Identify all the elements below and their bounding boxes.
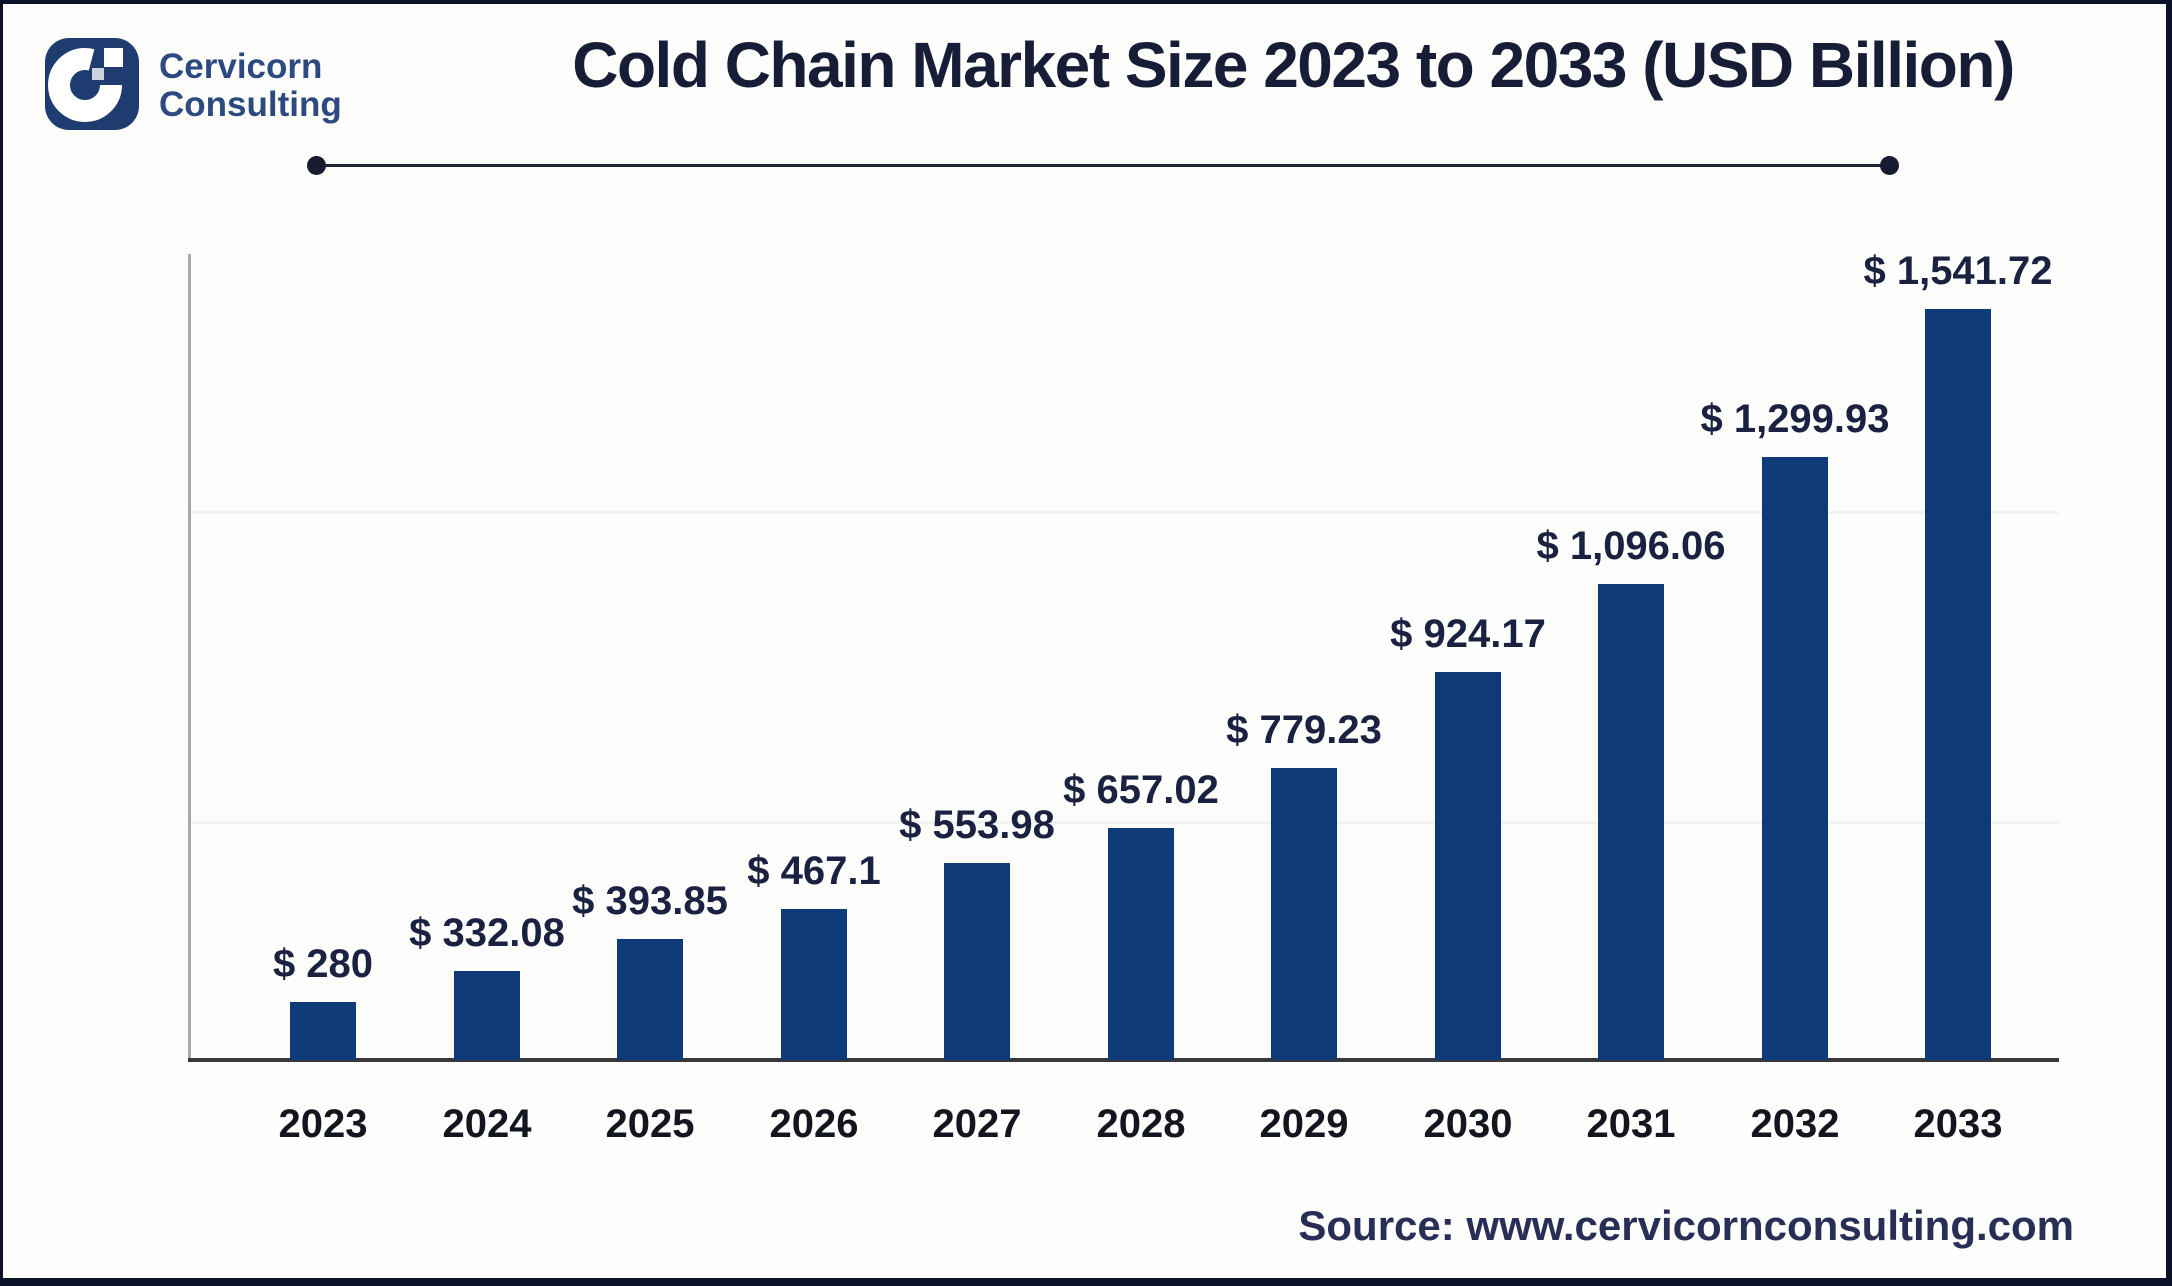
x-axis-label-2029: 2029 bbox=[1259, 1102, 1349, 1146]
bar-2030 bbox=[1435, 672, 1501, 1060]
bar-value-label-2030: $ 924.17 bbox=[1390, 612, 1546, 656]
x-axis-label-2027: 2027 bbox=[932, 1102, 1022, 1146]
x-axis-line bbox=[188, 1058, 2059, 1062]
bar-value-label-2026: $ 467.1 bbox=[747, 849, 881, 893]
brand-name-line1: Cervicorn bbox=[159, 47, 323, 86]
logo-pixel-square-small bbox=[92, 68, 104, 80]
y-axis-line bbox=[188, 254, 191, 1060]
brand-logo bbox=[45, 38, 139, 130]
bar-2025 bbox=[617, 939, 683, 1060]
bar-2027 bbox=[944, 863, 1010, 1060]
bar-2031 bbox=[1598, 584, 1664, 1060]
brand-name-line2: Consulting bbox=[159, 85, 342, 124]
logo-pixel-square-large bbox=[104, 48, 123, 67]
bar-2033 bbox=[1925, 309, 1991, 1060]
gridline-1 bbox=[191, 821, 2059, 824]
x-axis-label-2032: 2032 bbox=[1750, 1102, 1840, 1146]
underline-right-dot-icon bbox=[1880, 156, 1899, 175]
x-axis-label-2025: 2025 bbox=[605, 1102, 695, 1146]
bar-2026 bbox=[781, 909, 847, 1060]
bar-2023 bbox=[290, 1002, 356, 1060]
bar-value-label-2028: $ 657.02 bbox=[1063, 768, 1219, 812]
bar-value-label-2023: $ 280 bbox=[272, 942, 374, 986]
underline-left-dot-icon bbox=[307, 156, 326, 175]
bar-value-label-2024: $ 332.08 bbox=[409, 911, 565, 955]
bar-value-label-2025: $ 393.85 bbox=[572, 879, 728, 923]
bar-value-label-2031: $ 1,096.06 bbox=[1536, 524, 1726, 568]
gridline-0 bbox=[191, 511, 2059, 514]
x-axis-label-2023: 2023 bbox=[278, 1102, 368, 1146]
x-axis-label-2024: 2024 bbox=[442, 1102, 532, 1146]
bar-2029 bbox=[1271, 768, 1337, 1060]
bar-value-label-2033: $ 1,541.72 bbox=[1863, 249, 2053, 293]
x-axis-label-2026: 2026 bbox=[769, 1102, 859, 1146]
x-axis-label-2033: 2033 bbox=[1913, 1102, 2003, 1146]
bar-value-label-2029: $ 779.23 bbox=[1226, 708, 1382, 752]
chart-title: Cold Chain Market Size 2023 to 2033 (USD… bbox=[572, 29, 2015, 101]
brand-logo-c-icon bbox=[48, 48, 123, 122]
x-axis-label-2031: 2031 bbox=[1586, 1102, 1676, 1146]
bar-2032 bbox=[1762, 457, 1828, 1060]
x-axis-label-2028: 2028 bbox=[1096, 1102, 1186, 1146]
bar-2028 bbox=[1108, 828, 1174, 1060]
brand-name: Cervicorn Consulting bbox=[159, 48, 342, 124]
title-underline bbox=[307, 156, 1899, 175]
x-axis-label-2030: 2030 bbox=[1423, 1102, 1513, 1146]
source-attribution: Source: www.cervicornconsulting.com bbox=[1298, 1202, 2074, 1249]
bar-value-label-2032: $ 1,299.93 bbox=[1700, 397, 1890, 441]
bar-value-label-2027: $ 553.98 bbox=[899, 803, 1055, 847]
bar-2024 bbox=[454, 971, 520, 1060]
